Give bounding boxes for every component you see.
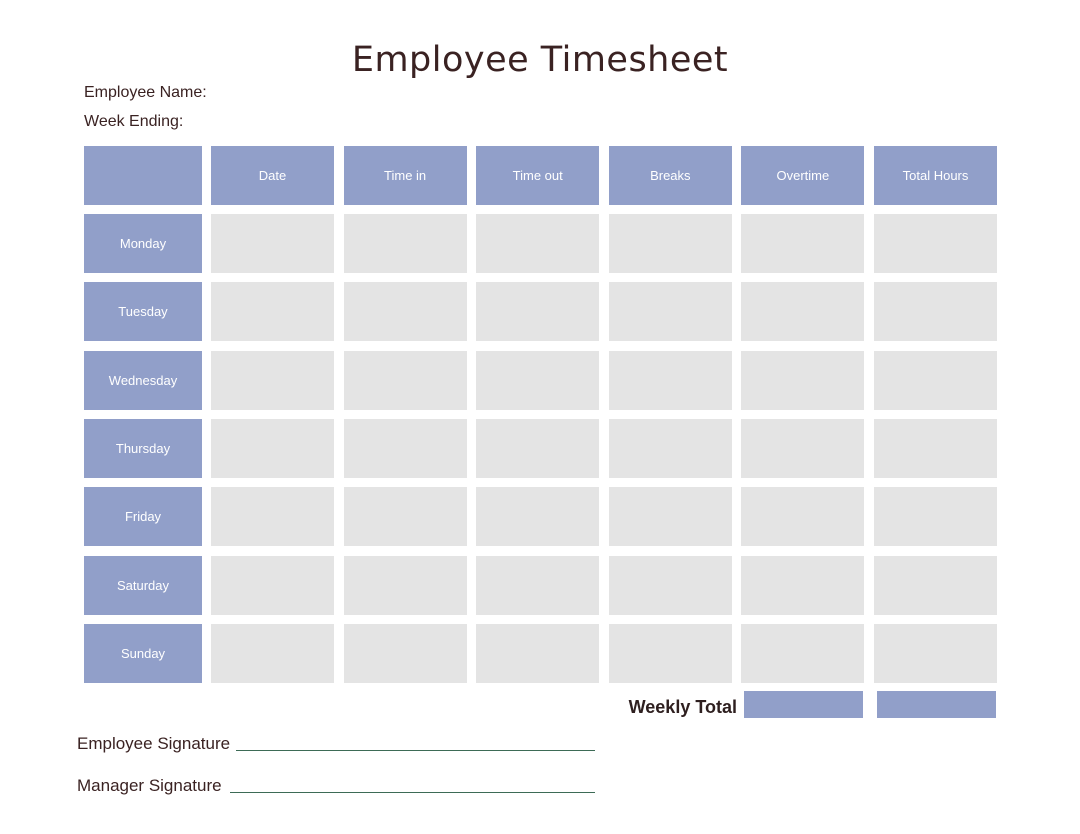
entry-cell[interactable] <box>476 418 600 478</box>
manager-signature-line[interactable] <box>230 792 595 793</box>
entry-cell[interactable] <box>343 623 467 683</box>
entry-cell[interactable] <box>608 623 732 683</box>
employee-signature-label: Employee Signature <box>77 734 231 753</box>
day-label: Thursday <box>84 418 202 478</box>
column-header: Breaks <box>608 146 732 205</box>
entry-cell[interactable] <box>874 282 997 342</box>
entry-cell[interactable] <box>874 418 997 478</box>
entry-cell[interactable] <box>741 214 865 273</box>
entry-cell[interactable] <box>608 487 732 547</box>
entry-cell[interactable] <box>741 487 865 547</box>
entry-cell[interactable] <box>874 555 997 615</box>
entry-cell[interactable] <box>874 214 997 273</box>
entry-cell[interactable] <box>211 623 334 683</box>
day-label: Saturday <box>84 555 202 615</box>
day-label: Tuesday <box>84 282 202 342</box>
column-header: Total Hours <box>874 146 997 205</box>
page-title: Employee Timesheet <box>351 40 729 80</box>
weekly-total-label: Weekly Total <box>628 697 737 717</box>
column-header: Overtime <box>741 146 865 205</box>
manager-signature-label: Manager Signature <box>77 776 222 795</box>
entry-cell[interactable] <box>211 350 334 410</box>
entry-cell[interactable] <box>476 487 600 547</box>
entry-cell[interactable] <box>211 282 334 342</box>
header-corner-cell <box>84 146 202 205</box>
entry-cell[interactable] <box>211 555 334 615</box>
entry-cell[interactable] <box>211 418 334 478</box>
entry-cell[interactable] <box>343 555 467 615</box>
entry-cell[interactable] <box>608 555 732 615</box>
day-label: Sunday <box>84 623 202 683</box>
entry-cell[interactable] <box>476 282 600 342</box>
entry-cell[interactable] <box>874 487 997 547</box>
entry-cell[interactable] <box>741 282 865 342</box>
column-header: Time out <box>476 146 600 205</box>
entry-cell[interactable] <box>608 350 732 410</box>
entry-cell[interactable] <box>741 555 865 615</box>
entry-cell[interactable] <box>343 350 467 410</box>
entry-cell[interactable] <box>211 487 334 547</box>
employee-name-label: Employee Name: <box>84 84 207 101</box>
entry-cell[interactable] <box>343 282 467 342</box>
entry-cell[interactable] <box>476 350 600 410</box>
entry-cell[interactable] <box>874 623 997 683</box>
entry-cell[interactable] <box>476 555 600 615</box>
entry-cell[interactable] <box>476 623 600 683</box>
entry-cell[interactable] <box>343 418 467 478</box>
entry-cell[interactable] <box>608 418 732 478</box>
column-header: Date <box>211 146 334 205</box>
entry-cell[interactable] <box>608 214 732 273</box>
entry-cell[interactable] <box>874 350 997 410</box>
column-header: Time in <box>343 146 467 205</box>
entry-cell[interactable] <box>343 214 467 273</box>
entry-cell[interactable] <box>343 487 467 547</box>
entry-cell[interactable] <box>741 350 865 410</box>
day-label: Wednesday <box>84 350 202 410</box>
day-label: Monday <box>84 214 202 273</box>
day-label: Friday <box>84 487 202 547</box>
entry-cell[interactable] <box>741 418 865 478</box>
entry-cell[interactable] <box>476 214 600 273</box>
entry-cell[interactable] <box>741 623 865 683</box>
weekly-total-overtime-box[interactable] <box>744 691 863 718</box>
weekly-total-hours-box[interactable] <box>877 691 996 718</box>
week-ending-label: Week Ending: <box>84 113 184 130</box>
entry-cell[interactable] <box>211 214 334 273</box>
employee-signature-line[interactable] <box>236 750 595 751</box>
entry-cell[interactable] <box>608 282 732 342</box>
